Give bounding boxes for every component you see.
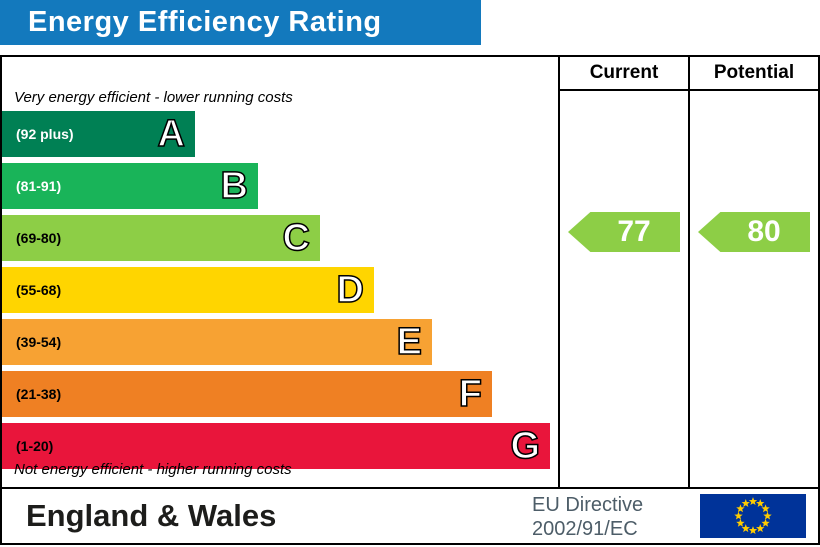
band-bar-f: (21-38) F bbox=[2, 371, 492, 417]
band-letter: F bbox=[458, 373, 483, 415]
band-letter: B bbox=[220, 165, 249, 207]
band-bar-b: (81-91) B bbox=[2, 163, 258, 209]
top-note: Very energy efficient - lower running co… bbox=[14, 89, 293, 106]
bottom-note: Not energy efficient - higher running co… bbox=[14, 461, 292, 478]
eu-flag-icon bbox=[700, 494, 806, 538]
footer-bar: England & Wales EU Directive 2002/91/EC bbox=[0, 489, 820, 545]
eu-directive-line2: 2002/91/EC bbox=[532, 518, 638, 540]
page-title: Energy Efficiency Rating bbox=[28, 6, 382, 38]
band-bar-d: (55-68) D bbox=[2, 267, 374, 313]
potential-rating-arrow: 80 bbox=[698, 212, 810, 252]
potential-column: Potential bbox=[688, 57, 818, 487]
band-bar-e: (39-54) E bbox=[2, 319, 432, 365]
band-range-label: (21-38) bbox=[16, 386, 62, 402]
band-letter: D bbox=[336, 269, 365, 311]
eu-directive-line1: EU Directive bbox=[532, 494, 644, 516]
current-rating-arrow: 77 bbox=[568, 212, 680, 252]
band-range-label: (92 plus) bbox=[16, 126, 74, 142]
region-label: England & Wales bbox=[26, 498, 277, 533]
band-range-label: (69-80) bbox=[16, 230, 62, 246]
band-letter: E bbox=[396, 321, 423, 363]
title-bar: Energy Efficiency Rating bbox=[0, 0, 481, 45]
band-letter: C bbox=[282, 217, 311, 259]
band-row-b: (81-91) B bbox=[2, 163, 558, 213]
eu-directive-label: EU Directive 2002/91/EC bbox=[532, 493, 643, 541]
potential-column-header: Potential bbox=[690, 57, 818, 91]
band-range-label: (81-91) bbox=[16, 178, 62, 194]
band-row-f: (21-38) F bbox=[2, 371, 558, 421]
band-list: (92 plus) A (81-91) B (69-80) C (55-68) D (39-54… bbox=[2, 109, 558, 473]
band-row-d: (55-68) D bbox=[2, 267, 558, 317]
band-bar-g: (1-20) G bbox=[2, 423, 550, 469]
band-range-label: (39-54) bbox=[16, 334, 62, 350]
band-bar-c: (69-80) C bbox=[2, 215, 320, 261]
current-column-header: Current bbox=[560, 57, 688, 91]
band-range-label: (1-20) bbox=[16, 438, 54, 454]
chart-table: Current Potential Very energy efficient … bbox=[0, 55, 820, 489]
band-row-e: (39-54) E bbox=[2, 319, 558, 369]
band-row-c: (69-80) C bbox=[2, 215, 558, 265]
band-letter: A bbox=[157, 113, 186, 155]
band-range-label: (55-68) bbox=[16, 282, 62, 298]
band-letter: G bbox=[510, 425, 541, 467]
band-row-a: (92 plus) A bbox=[2, 111, 558, 161]
band-bar-a: (92 plus) A bbox=[2, 111, 195, 157]
current-column: Current bbox=[558, 57, 688, 487]
band-row-g: (1-20) G bbox=[2, 423, 558, 473]
